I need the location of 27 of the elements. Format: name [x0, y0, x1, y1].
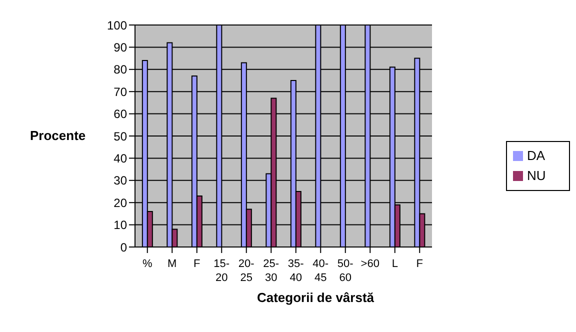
y-axis-title: Procente — [30, 128, 86, 143]
x-tick-label: 40-45 — [312, 258, 329, 284]
y-tick-label: 40 — [114, 151, 128, 166]
x-tick-label: 25-30 — [263, 258, 280, 284]
y-tick-label: 80 — [114, 62, 128, 77]
x-tick-label: % — [142, 258, 152, 270]
x-tick-label: M — [168, 258, 177, 270]
x-tick-label: 35-40 — [288, 258, 304, 284]
x-tick-label: L — [392, 258, 398, 270]
y-tick-label: 20 — [114, 196, 128, 210]
x-tick-label: 20-25 — [238, 258, 255, 284]
x-axis-title: Categorii de vârstă — [256, 290, 376, 305]
legend-label: DA — [527, 148, 546, 163]
y-tick-label: 100 — [106, 18, 128, 32]
x-tick-label: >60 — [360, 258, 380, 270]
y-tick-label: 0 — [120, 240, 128, 254]
y-tick-label: 50 — [114, 129, 128, 144]
x-tick-label: 50-60 — [337, 258, 354, 284]
x-tick-label: 15-20 — [214, 258, 230, 284]
x-tick-label: F — [194, 258, 201, 270]
y-tick-label: 90 — [114, 40, 128, 54]
legend-label: NU — [527, 168, 546, 183]
y-tick-label: 60 — [114, 107, 128, 122]
x-tick-label: F — [416, 258, 424, 270]
y-tick-label: 10 — [114, 218, 128, 232]
y-tick-label: 30 — [114, 174, 128, 188]
y-tick-label: 70 — [114, 84, 128, 99]
